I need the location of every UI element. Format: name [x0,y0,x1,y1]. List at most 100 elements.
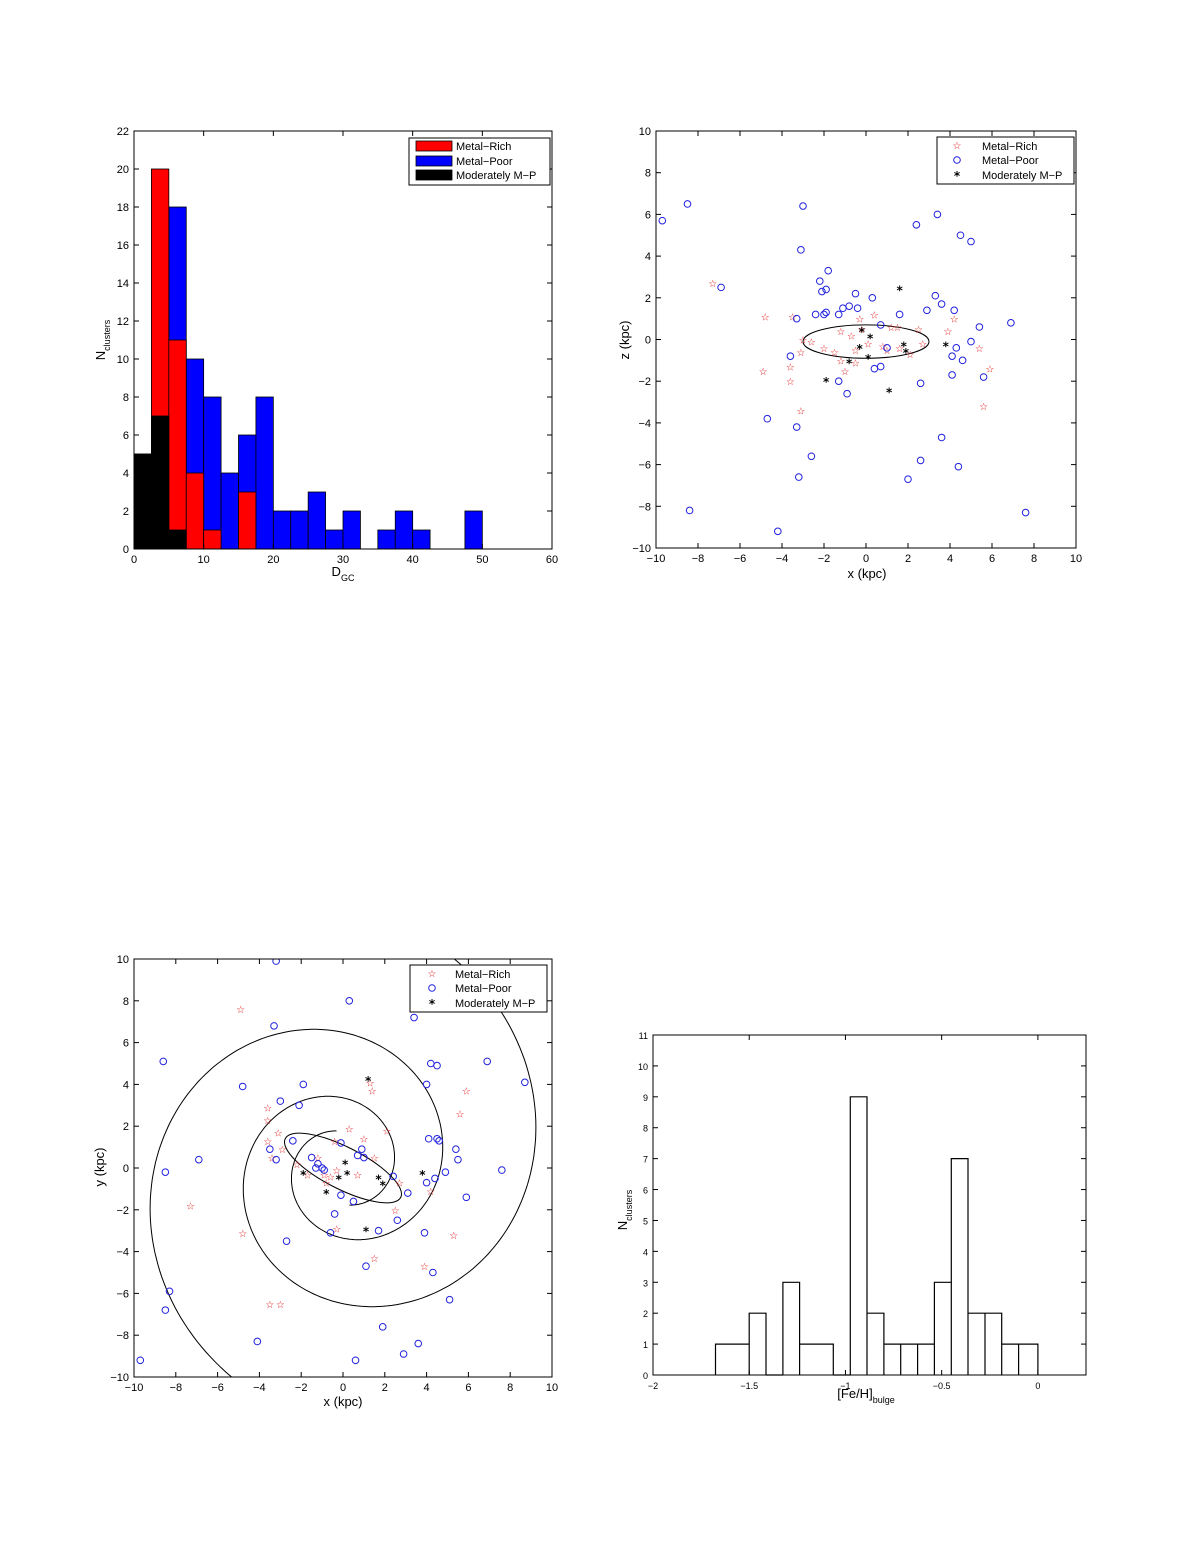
metal-poor-point [358,1145,366,1153]
metal-poor-point [374,1226,383,1235]
y-tick-label: 10 [117,354,129,366]
histogram-bar [203,396,222,550]
legend-marker-star: ☆ [953,141,962,152]
xz-scatter-ylabel: z (kpc) [617,321,632,360]
metal-poor-point [253,1337,262,1346]
metal-rich-point: ☆ [322,1179,331,1190]
x-tick-label: 20 [267,554,279,566]
y-tick-label: 12 [117,316,129,328]
y-tick-label: −8 [116,1330,129,1342]
legend-label-metal-poor: Metal−Poor [455,983,512,995]
metal-poor-point [299,1080,308,1089]
metal-poor-point [403,1189,412,1197]
metal-poor-point [351,1356,360,1365]
y-tick-label: −2 [116,1205,129,1217]
y-tick-label: 4 [123,1079,129,1091]
metal-poor-point [822,308,830,317]
metal-rich-point: ☆ [462,1087,471,1098]
moderately-mp-point: * [846,356,853,370]
feh-histogram-frame [652,1034,1087,1376]
y-tick-label: −10 [632,543,651,555]
metal-rich-point: ☆ [395,1179,404,1190]
legend-swatch-moderately-mp [415,169,453,181]
metal-poor-point [136,1356,145,1365]
metal-poor-point [845,302,854,310]
feh-histogram-xlabel: [Fe/H]bulge [837,1386,894,1405]
metal-poor-point [498,1166,506,1174]
metal-poor-point [422,1080,431,1089]
y-tick-label: 0 [123,1163,129,1175]
metal-rich-point: ☆ [456,1110,465,1121]
x-tick-label: −6 [211,1382,224,1394]
metal-poor-point [822,285,830,294]
metal-rich-point: ☆ [330,1137,339,1148]
metal-poor-point [429,1268,437,1277]
metal-poor-point [816,277,824,285]
metal-poor-point [194,1155,203,1164]
xy-scatter-xlabel: x (kpc) [324,1394,363,1409]
moderately-mp-point: * [901,340,908,354]
metal-poor-point [937,300,946,308]
xy-scatter-points: ☆☆☆☆☆☆☆☆☆☆☆☆☆☆☆☆☆☆☆☆☆☆☆☆☆☆☆☆☆☆☆☆☆☆☆*****… [136,959,529,1365]
metal-poor-point [824,266,833,275]
x-tick-label: 60 [546,554,558,566]
metal-rich-point: ☆ [368,1087,377,1098]
metal-poor-point [763,414,772,423]
legend-marker-star: ☆ [428,969,437,980]
legend-label-metal-poor: Metal−Poor [982,155,1039,167]
y-tick-label: 8 [643,1124,648,1134]
metal-rich-point: ☆ [975,344,984,355]
legend-label-metal-poor: Metal−Poor [456,156,513,168]
x-tick-label: 10 [1070,553,1082,565]
metal-rich-point: ☆ [918,340,927,351]
metal-poor-point [426,1059,435,1068]
metal-poor-point [410,1013,418,1022]
xz-scatter-ticks: −10 −8 −6 −4 −2 0 2 4 6 8 10 −10 −8 −6 −4 −2 0 2 4 6 8 10 [632,126,1082,565]
x-tick-label: −0.5 [933,1381,951,1391]
metal-rich-point: ☆ [265,1300,274,1311]
metal-poor-point [272,1155,280,1164]
metal-poor-point [320,1166,328,1174]
y-tick-label: 5 [643,1216,648,1226]
metal-poor-point [433,1061,441,1070]
metal-poor-point [843,389,851,398]
metal-rich-point: ☆ [878,342,887,353]
metal-poor-point [954,462,963,471]
metal-poor-point [435,1137,443,1145]
x-tick-label: 30 [337,554,349,566]
moderately-mp-point: * [300,1168,307,1182]
metal-rich-point: ☆ [855,315,864,326]
y-tick-label: 8 [123,996,129,1008]
metal-rich-point: ☆ [887,323,896,334]
metal-poor-point [807,452,816,461]
y-tick-label: 7 [643,1155,648,1165]
x-tick-label: −8 [170,1382,183,1394]
metal-poor-point [685,506,694,515]
y-tick-label: 2 [645,293,651,305]
bar-ellipse-face-on [283,1132,403,1204]
x-tick-label: −1 [840,1381,850,1391]
legend-label-moderately-mp: Moderately M−P [456,170,536,182]
y-tick-label: 2 [643,1309,648,1319]
metal-poor-point [952,344,961,352]
y-tick-label: 16 [117,240,129,252]
x-tick-label: 6 [465,1382,471,1394]
histogram-bar [168,529,187,550]
metal-poor-point [883,344,891,352]
dgc-histogram-bars [133,168,483,550]
metal-rich-point: ☆ [186,1202,195,1213]
metal-poor-point [799,202,807,210]
y-tick-label: −4 [638,418,651,430]
metal-rich-point: ☆ [851,358,860,369]
metal-poor-point [270,1022,278,1030]
metal-rich-point: ☆ [326,1172,335,1183]
metal-poor-point [774,527,782,536]
y-tick-label: 14 [117,278,129,290]
metal-rich-point: ☆ [332,1166,341,1177]
metal-poor-point [683,200,692,208]
y-tick-label: −6 [116,1288,129,1300]
y-tick-label: 6 [123,1038,129,1050]
metal-rich-point: ☆ [238,1229,247,1240]
legend-marker-asterisk: * [954,169,961,183]
x-tick-label: −8 [692,553,705,565]
